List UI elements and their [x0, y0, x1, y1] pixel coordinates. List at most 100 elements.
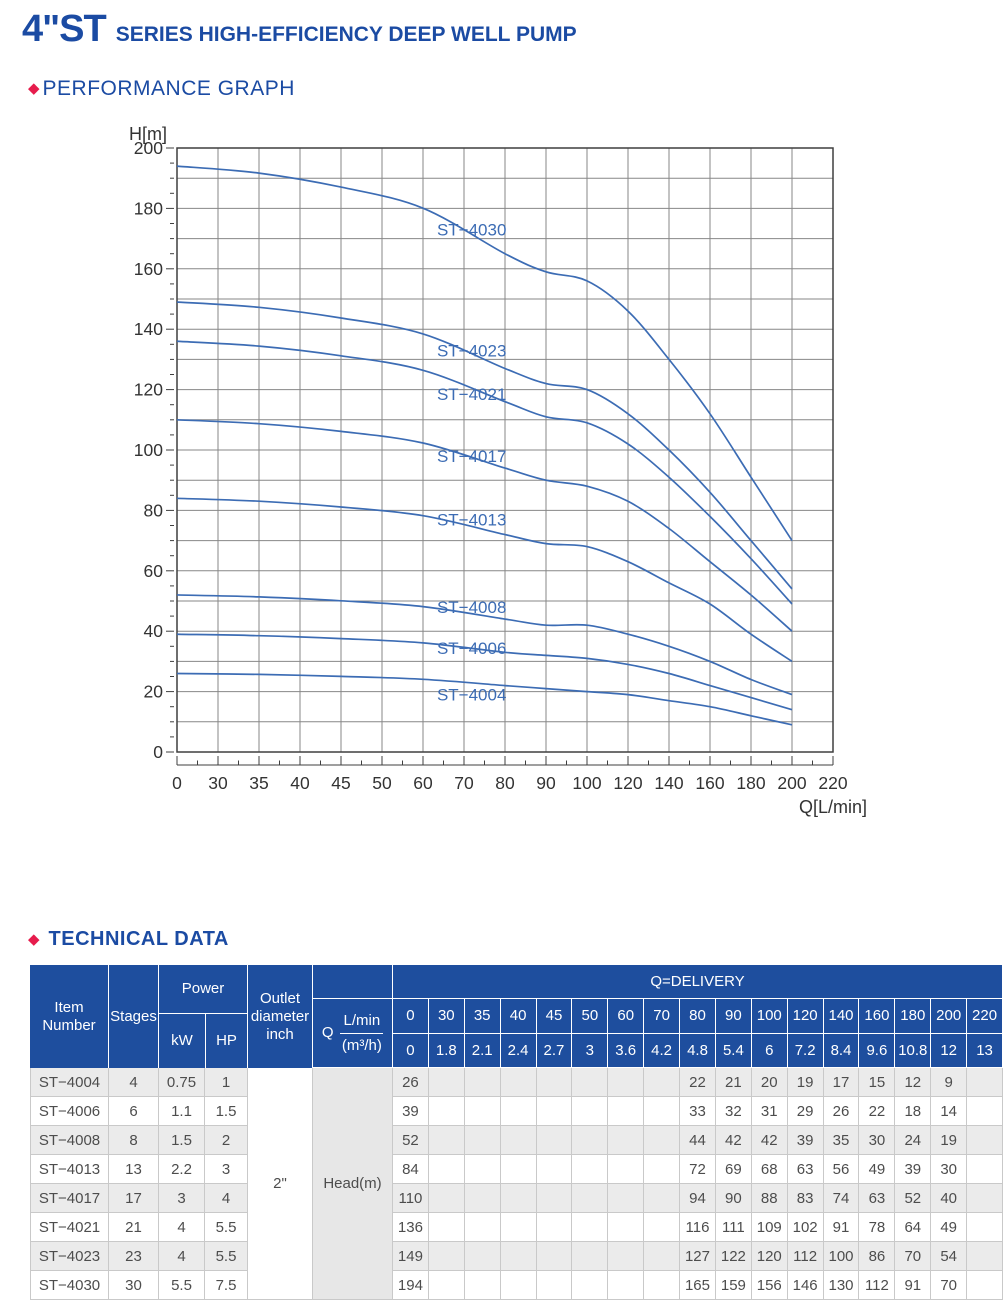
- delivery-value-cell: [500, 1097, 537, 1126]
- x-tick-label: 50: [372, 773, 392, 793]
- header-lmin-unit: L/min: [340, 1012, 384, 1034]
- delivery-value-cell: [572, 1068, 609, 1097]
- outlet-value-cell: 2": [248, 1068, 313, 1300]
- delivery-value-cell: [967, 1126, 1003, 1155]
- delivery-value-cell: [608, 1271, 645, 1300]
- hp-cell: 3: [205, 1155, 248, 1184]
- header-lmin-value: 30: [428, 999, 465, 1034]
- y-axis: 0 20 40 60 80 100 120 140 160 180 200: [134, 138, 174, 762]
- delivery-value-cell: 56: [823, 1155, 860, 1184]
- delivery-value-cell: [572, 1097, 609, 1126]
- x-tick-label: 140: [654, 773, 683, 793]
- x-tick-label: 70: [454, 773, 474, 793]
- delivery-value-cell: [500, 1126, 537, 1155]
- delivery-value-cell: 110: [393, 1184, 429, 1213]
- header-q-units: Q L/min (m³/h): [313, 999, 393, 1068]
- header-power: Power: [159, 965, 247, 1014]
- header-lmin-value: 45: [536, 999, 573, 1034]
- y-tick-label: 180: [134, 198, 163, 218]
- delivery-value-cell: 33: [680, 1097, 716, 1126]
- head-m-label-cell: Head(m): [313, 1068, 393, 1300]
- delivery-value-cell: 149: [393, 1242, 429, 1271]
- curve-label-ST−4004: ST−4004: [437, 686, 506, 705]
- header-kw: kW: [159, 1014, 206, 1068]
- item-cell: ST−4017: [30, 1184, 109, 1213]
- section-heading-performance-graph: ◆ PERFORMANCE GRAPH: [28, 78, 295, 99]
- delivery-value-cell: [500, 1213, 537, 1242]
- y-tick-label: 140: [134, 319, 163, 339]
- item-cell: ST−4021: [30, 1213, 109, 1242]
- x-tick-label: 120: [613, 773, 642, 793]
- title-series-code: 4"ST: [22, 8, 107, 50]
- y-tick-label: 200: [134, 138, 163, 158]
- header-q-delivery: Q=DELIVERY: [393, 965, 1003, 999]
- delivery-value-cell: 26: [823, 1097, 860, 1126]
- delivery-value-cell: 68: [751, 1155, 788, 1184]
- delivery-value-cell: [572, 1271, 609, 1300]
- delivery-value-cell: 112: [787, 1242, 824, 1271]
- delivery-value-cell: 19: [931, 1126, 968, 1155]
- item-cell: ST−4008: [30, 1126, 109, 1155]
- delivery-value-cell: [500, 1271, 537, 1300]
- delivery-value-cell: 122: [715, 1242, 752, 1271]
- delivery-value-cell: [428, 1126, 465, 1155]
- delivery-value-cell: [500, 1184, 537, 1213]
- delivery-value-cell: [536, 1271, 573, 1300]
- delivery-value-cell: 100: [823, 1242, 860, 1271]
- curve-labels: ST−4004 ST−4006 ST−4008 ST−4013 ST−4017 ST−40…: [437, 221, 506, 705]
- delivery-value-cell: [464, 1242, 501, 1271]
- delivery-value-cell: 30: [931, 1155, 968, 1184]
- diamond-bullet-icon: ◆: [28, 80, 40, 97]
- header-power-group: Power kW HP: [159, 965, 248, 1068]
- delivery-value-cell: 90: [715, 1184, 752, 1213]
- delivery-value-cell: [428, 1097, 465, 1126]
- delivery-value-cell: [572, 1126, 609, 1155]
- header-q-symbol: Q: [321, 1024, 334, 1041]
- header-q-fraction: L/min (m³/h): [340, 1012, 384, 1055]
- delivery-value-cell: [572, 1213, 609, 1242]
- curve-ST−4017: [176, 418, 793, 632]
- section-heading-technical-data: ◆ TECHNICAL DATA: [28, 929, 229, 949]
- delivery-value-cell: 30: [859, 1126, 896, 1155]
- stages-cell: 23: [109, 1242, 159, 1271]
- delivery-value-cell: [536, 1126, 573, 1155]
- header-m3h-value: 9.6: [859, 1034, 896, 1068]
- header-m3h-value: 2.4: [500, 1034, 537, 1068]
- delivery-value-cell: [464, 1068, 501, 1097]
- delivery-value-cell: [967, 1097, 1003, 1126]
- kw-cell: 4: [159, 1213, 205, 1242]
- curve-label-ST−4021: ST−4021: [437, 385, 506, 404]
- delivery-value-cell: [644, 1213, 681, 1242]
- delivery-value-cell: [644, 1242, 681, 1271]
- delivery-value-cell: 136: [393, 1213, 429, 1242]
- y-tick-label: 160: [134, 259, 163, 279]
- delivery-value-cell: [572, 1242, 609, 1271]
- delivery-value-cell: [644, 1126, 681, 1155]
- kw-cell: 2.2: [159, 1155, 205, 1184]
- delivery-value-cell: 39: [895, 1155, 932, 1184]
- x-axis: 0 30 35 40 45 50 60 70 80 90 100 120 140 160 180 200 220: [172, 756, 848, 793]
- delivery-value-cell: [644, 1155, 681, 1184]
- header-m3h-value: 12: [931, 1034, 968, 1068]
- x-axis-title: Q[L/min]: [799, 797, 867, 817]
- curve-ST−4021: [176, 340, 793, 605]
- header-lmin-value: 120: [787, 999, 824, 1034]
- curve-label-ST−4017: ST−4017: [437, 447, 506, 466]
- delivery-value-cell: [428, 1068, 465, 1097]
- delivery-value-cell: [464, 1184, 501, 1213]
- delivery-value-cell: 194: [393, 1271, 429, 1300]
- header-lmin-value: 70: [644, 999, 681, 1034]
- delivery-value-cell: 44: [680, 1126, 716, 1155]
- delivery-value-cell: 111: [715, 1213, 752, 1242]
- kw-cell: 3: [159, 1184, 205, 1213]
- delivery-value-cell: 32: [715, 1097, 752, 1126]
- item-cell: ST−4030: [30, 1271, 109, 1300]
- delivery-value-cell: [967, 1155, 1003, 1184]
- header-outlet-diameter: Outlet diameter inch: [248, 965, 313, 1068]
- delivery-value-cell: [608, 1242, 645, 1271]
- header-m3h-value: 2.1: [464, 1034, 501, 1068]
- plot-frame: [176, 147, 834, 753]
- delivery-value-cell: [967, 1068, 1003, 1097]
- delivery-value-cell: [464, 1126, 501, 1155]
- delivery-value-cell: 42: [751, 1126, 788, 1155]
